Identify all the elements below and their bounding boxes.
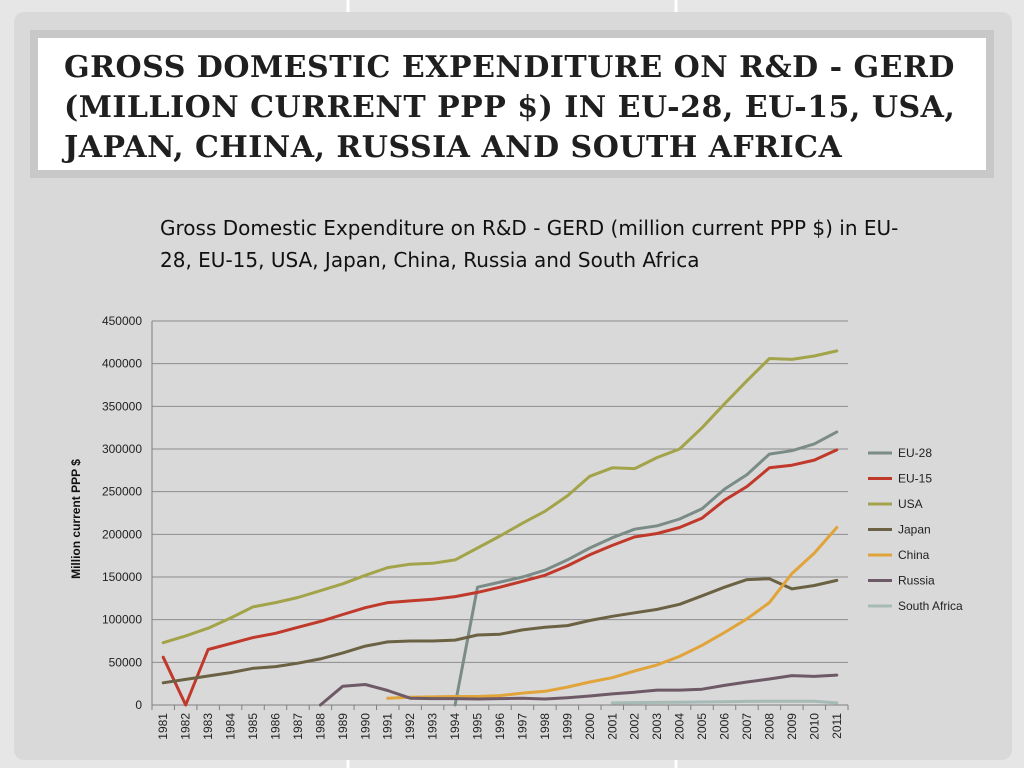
x-tick-label: 2011 <box>830 713 844 739</box>
x-tick-label: 1993 <box>426 713 440 740</box>
x-tick-label: 1981 <box>156 713 170 740</box>
y-tick-label: 150000 <box>102 570 142 584</box>
x-tick-label: 2002 <box>628 713 642 740</box>
x-tick-label: 1988 <box>313 713 327 740</box>
x-tick-label: 1996 <box>493 713 507 740</box>
x-tick-label: 1982 <box>179 713 193 740</box>
x-tick-label: 1986 <box>268 713 282 740</box>
series-line-usa <box>161 349 839 645</box>
series-line-russia <box>318 673 839 707</box>
x-tick-label: 2000 <box>583 713 597 740</box>
y-tick-label: 250000 <box>102 485 142 499</box>
x-tick-label: 2005 <box>695 713 709 740</box>
x-tick-label: 2003 <box>650 713 664 740</box>
x-tick-label: 1989 <box>336 713 350 740</box>
legend-label-eu-15: EU-15 <box>898 472 932 486</box>
x-tick-label: 2007 <box>740 713 754 740</box>
title-inner: Gross Domestic Expenditure on R&D - GERD… <box>38 38 986 170</box>
x-tick-label: 2010 <box>807 713 821 740</box>
y-tick-label: 200000 <box>102 527 142 541</box>
x-tick-label: 2009 <box>785 713 799 740</box>
x-tick-label: 1990 <box>358 713 372 740</box>
x-tick-label: 1998 <box>538 713 552 740</box>
x-tick-label: 1984 <box>224 713 238 740</box>
x-tick-label: 1992 <box>403 713 417 740</box>
legend-label-eu-28: EU-28 <box>898 446 932 460</box>
slide-title: Gross Domestic Expenditure on R&D - GERD… <box>64 50 956 165</box>
legend-label-china: China <box>898 548 930 562</box>
legend-label-russia: Russia <box>898 574 935 588</box>
x-tick-label: 1997 <box>515 713 529 740</box>
x-tick-label: 2001 <box>605 713 619 740</box>
x-tick-label: 1994 <box>448 713 462 740</box>
y-axis-title: Million current PPP $ <box>69 459 83 579</box>
y-tick-label: 450000 <box>102 314 142 328</box>
y-tick-label: 300000 <box>102 442 142 456</box>
x-tick-label: 2008 <box>762 713 776 740</box>
x-tick-label: 1999 <box>560 713 574 740</box>
y-tick-label: 400000 <box>102 357 142 371</box>
series-line-china <box>386 526 839 700</box>
legend-label-south-africa: South Africa <box>898 599 963 613</box>
x-tick-label: 2006 <box>718 713 732 740</box>
legend-label-japan: Japan <box>898 523 931 537</box>
x-tick-label: 2004 <box>673 713 687 740</box>
x-tick-label: 1983 <box>201 713 215 740</box>
x-tick-label: 1995 <box>471 713 485 740</box>
chart-title: Gross Domestic Expenditure on R&D - GERD… <box>160 216 899 272</box>
series-line-japan <box>161 577 839 685</box>
x-tick-label: 1991 <box>381 713 395 740</box>
y-tick-label: 350000 <box>102 399 142 413</box>
y-tick-label: 100000 <box>102 613 142 627</box>
y-tick-label: 50000 <box>109 655 143 669</box>
series-line-south-africa <box>610 699 839 705</box>
x-tick-label: 1987 <box>291 713 305 740</box>
x-tick-label: 1985 <box>246 713 260 740</box>
series-line-eu-28 <box>453 430 839 707</box>
legend-label-usa: USA <box>898 497 923 511</box>
series-line-eu-15 <box>161 448 839 707</box>
title-box: Gross Domestic Expenditure on R&D - GERD… <box>30 30 994 178</box>
y-tick-label: 0 <box>135 698 142 712</box>
